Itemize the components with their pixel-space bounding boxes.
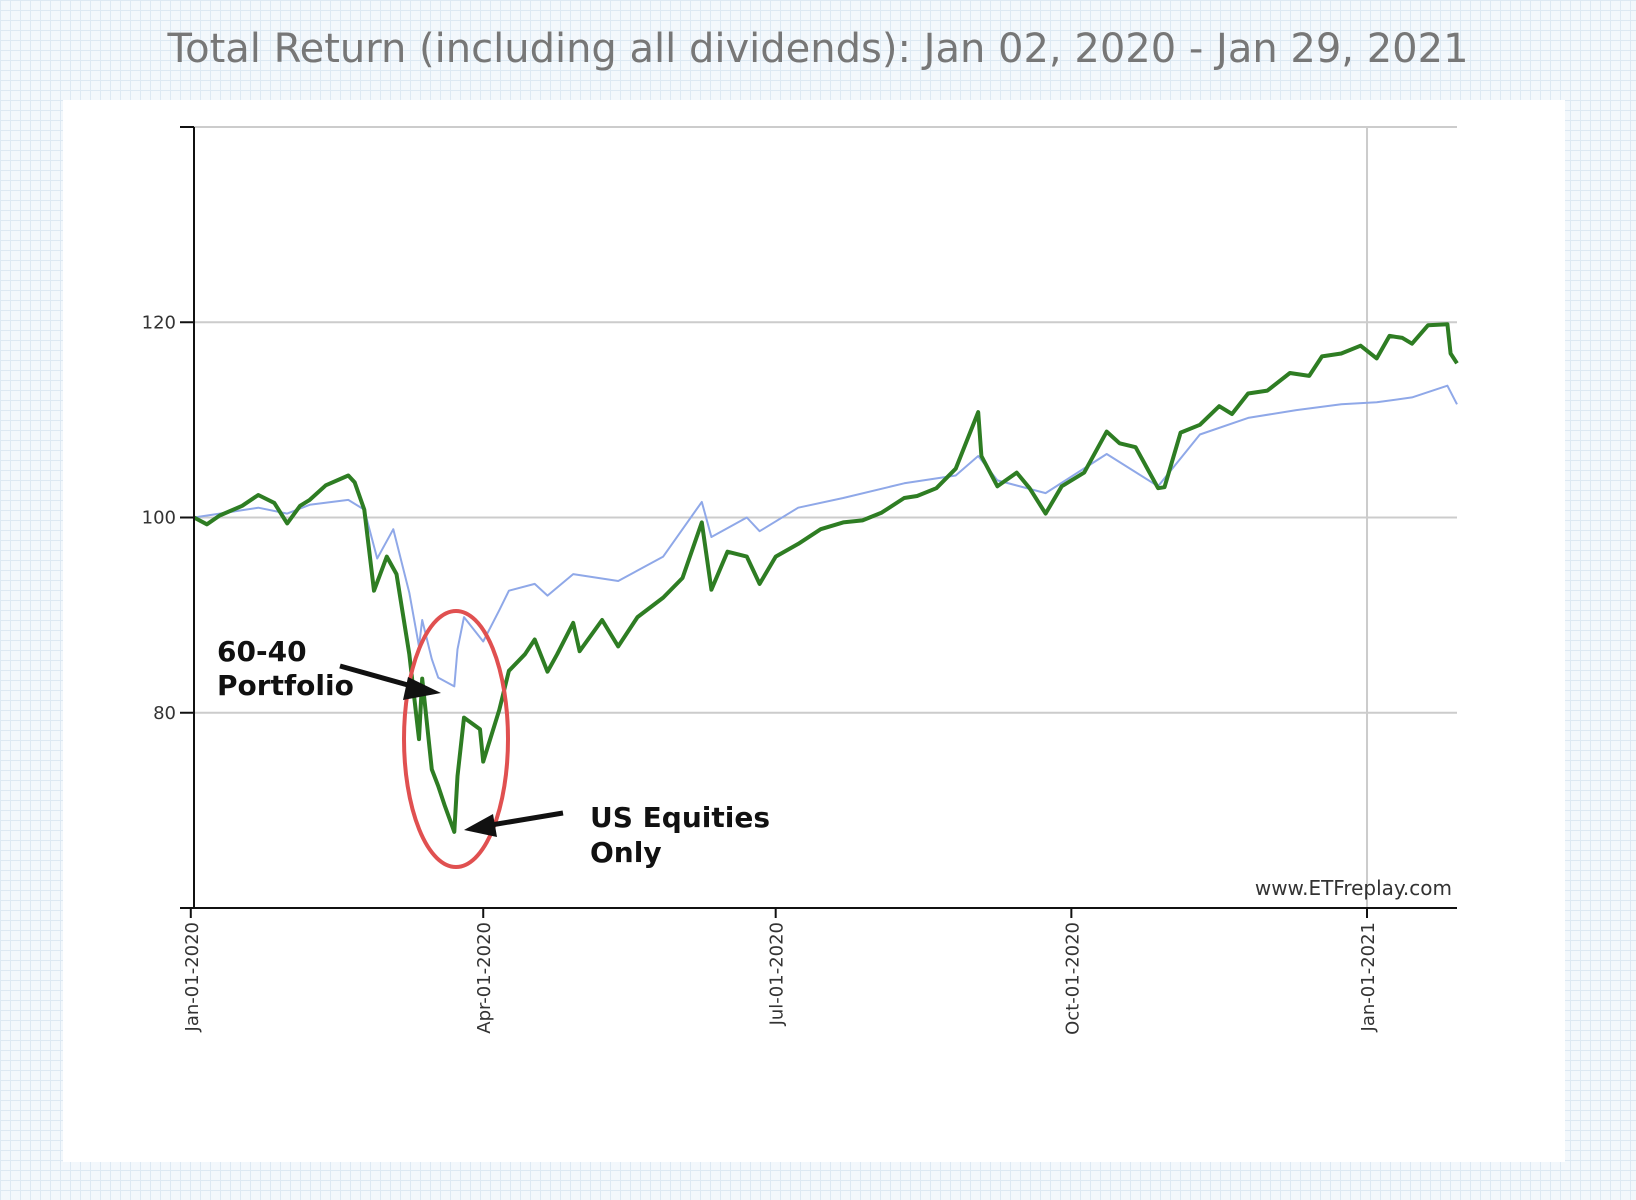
annotations: 60-40 Portfolio US Equities Only www.ETF…: [217, 609, 1452, 900]
y-tick-label: 100: [142, 508, 176, 529]
x-tick-label: Jan-01-2021: [1358, 922, 1379, 1032]
annotation-equities-line2: Only: [590, 836, 662, 869]
credit-text: www.ETFreplay.com: [1255, 876, 1452, 900]
series-lines: [193, 322, 1459, 834]
line-chart: 80 100 120 Jan-01-2020 Apr-01-2020 Jul-01-20…: [142, 126, 1459, 1035]
portfolio-arrow-head: [403, 677, 441, 700]
series-line-60-40-portfolio: [193, 384, 1458, 688]
x-tick-label: Apr-01-2020: [474, 922, 495, 1034]
series-line-us-equities: [193, 322, 1459, 834]
equities-arrow-head: [464, 814, 497, 837]
axes: [180, 126, 1457, 918]
x-tick-label: Jul-01-2020: [767, 922, 788, 1026]
chart-panel: 80 100 120 Jan-01-2020 Apr-01-2020 Jul-01-20…: [63, 100, 1565, 1162]
x-tick-label: Jan-01-2020: [182, 922, 203, 1032]
annotation-equities-line1: US Equities: [590, 801, 770, 834]
equities-arrow-shaft: [490, 810, 564, 828]
page-title: Total Return (including all dividends): …: [167, 26, 1469, 72]
annotation-portfolio-line2: Portfolio: [217, 669, 354, 702]
gridlines: [194, 126, 1457, 908]
x-tick-labels: Jan-01-2020 Apr-01-2020 Jul-01-2020 Oct-01-…: [182, 922, 1379, 1035]
annotation-portfolio-line1: 60-40: [217, 635, 307, 668]
highlight-ellipse: [402, 609, 510, 869]
x-tick-label: Oct-01-2020: [1062, 922, 1083, 1035]
y-tick-labels: 80 100 120: [142, 312, 176, 724]
y-tick-label: 120: [142, 312, 176, 333]
y-tick-label: 80: [153, 703, 176, 724]
portfolio-arrow-shaft: [339, 663, 416, 690]
